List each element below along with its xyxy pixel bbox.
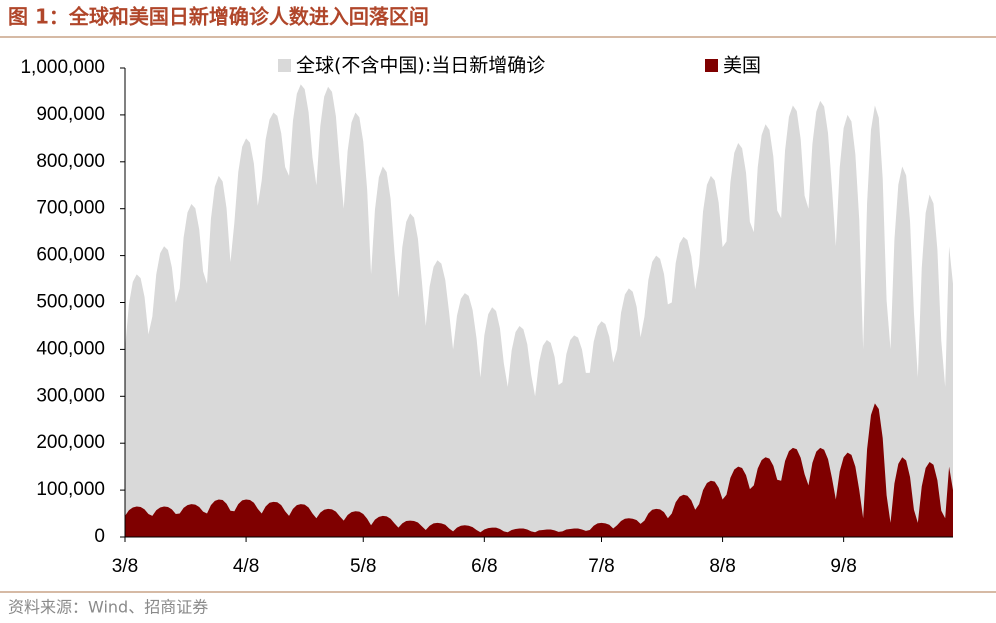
x-tick-label: 3/8 xyxy=(112,556,138,577)
y-tick-label: 900,000 xyxy=(36,104,105,125)
x-tick-label: 4/8 xyxy=(233,556,259,577)
area-series xyxy=(125,403,953,537)
area-series xyxy=(125,84,953,538)
legend-swatch xyxy=(278,59,291,72)
y-tick-label: 500,000 xyxy=(36,292,105,313)
chart-title: 图 1：全球和美国日新增确诊人数进入回落区间 xyxy=(8,5,429,29)
x-tick-label: 6/8 xyxy=(471,556,497,577)
legend-swatch xyxy=(705,59,718,72)
y-tick-label: 1,000,000 xyxy=(20,57,105,78)
y-tick-label: 700,000 xyxy=(36,198,105,219)
legend-label: 全球(不含中国):当日新增确诊 xyxy=(296,55,545,77)
y-tick-label: 400,000 xyxy=(36,338,105,359)
plot-area: 0 100,000 200,000 300,000 400,000 500,000 600,… xyxy=(20,55,953,577)
y-tick-label: 300,000 xyxy=(36,385,105,406)
y-tick-label: 200,000 xyxy=(36,432,105,453)
legend-label: 美国 xyxy=(723,55,761,77)
x-tick-label: 7/8 xyxy=(588,556,614,577)
source-note: 资料来源：Wind、招商证券 xyxy=(8,598,208,617)
y-tick-label: 800,000 xyxy=(36,151,105,172)
x-tick-label: 8/8 xyxy=(709,556,735,577)
x-tick-label: 5/8 xyxy=(350,556,376,577)
y-tick-label: 0 xyxy=(94,526,105,547)
y-tick-label: 100,000 xyxy=(36,479,105,500)
y-tick-label: 600,000 xyxy=(36,245,105,266)
x-tick-label: 9/8 xyxy=(830,556,856,577)
